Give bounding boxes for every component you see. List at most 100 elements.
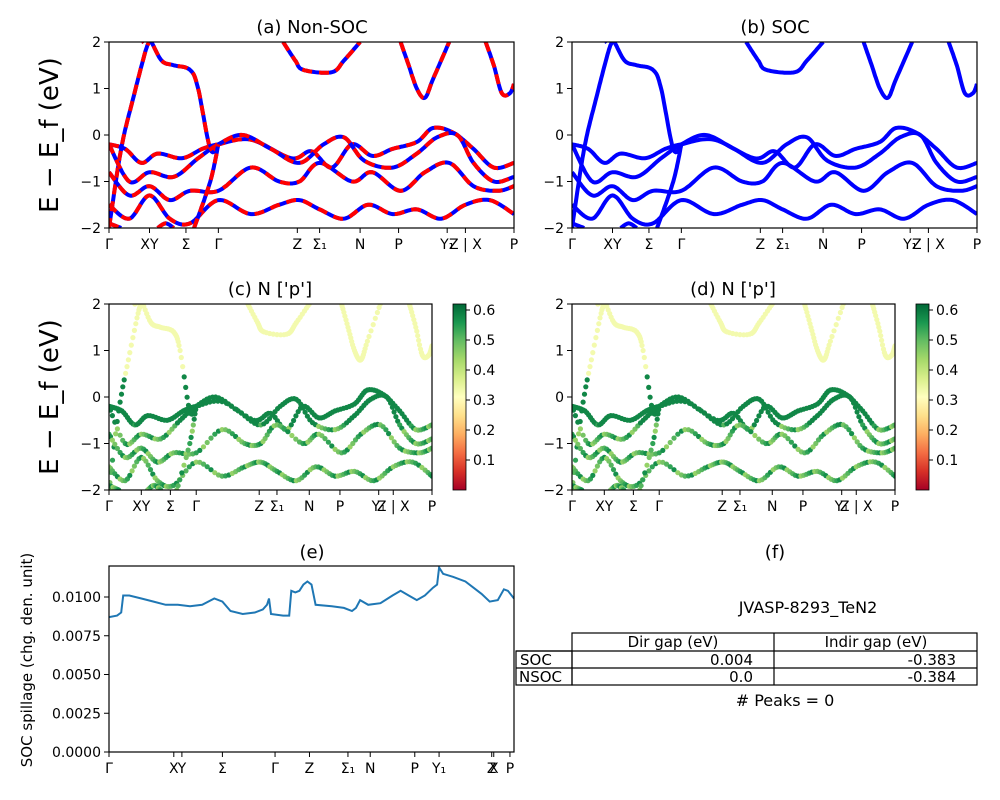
orbital-weight-point xyxy=(429,436,432,442)
g-c-xtick-label: P xyxy=(336,499,344,515)
orbital-weight-point xyxy=(145,462,151,468)
g-e-xtick-label: X xyxy=(489,761,499,777)
g-b-xtick-label: Γ xyxy=(568,237,576,253)
orbital-weight-point xyxy=(596,321,602,327)
nsoc-dir-gap: 0.0 xyxy=(729,668,753,686)
g-d-ytick-label: 1 xyxy=(555,344,564,360)
orbital-weight-point xyxy=(113,431,119,437)
g-d-ytick-label: −1 xyxy=(543,437,564,453)
g-b-xtick-label: Z | X xyxy=(912,237,945,253)
orbital-weight-point xyxy=(150,471,156,477)
g-b-xtick-label: Σ₁ xyxy=(775,237,789,253)
orbital-weight-point xyxy=(655,411,661,417)
orbital-weight-point xyxy=(588,357,595,363)
orbital-weight-point xyxy=(577,445,584,452)
orbital-weight-point xyxy=(114,426,120,432)
colorbar-c: 0.1 0.2 0.3 0.4 0.5 0.6 xyxy=(452,303,495,491)
g-b-ytick-label: 2 xyxy=(555,35,564,51)
orbital-weight-point xyxy=(364,338,370,344)
orbital-weight-point xyxy=(756,436,762,442)
orbital-weight-point xyxy=(177,477,183,483)
g-d-xtick-label: Z | X xyxy=(840,499,873,515)
g-e-ytick-label: 0.0000 xyxy=(52,745,101,761)
orbital-weight-point xyxy=(291,417,297,424)
orbital-weight-point xyxy=(388,400,394,406)
orbital-weight-point xyxy=(175,483,181,489)
band-ylabel-mid: E − E_f (eV) xyxy=(35,319,65,475)
orbital-weight-point xyxy=(368,328,374,334)
g-c-ytick-label: −2 xyxy=(80,483,101,499)
g-d-xtick-label: Y₁ xyxy=(834,499,849,515)
orbital-weight-point xyxy=(208,467,214,473)
orbital-weight-point xyxy=(644,374,650,380)
orbital-weight-point xyxy=(416,337,422,343)
g-d-xtick-label: N xyxy=(767,499,777,515)
orbital-weight-point xyxy=(383,427,389,433)
orbital-weight-point xyxy=(183,384,189,390)
g-b-xtick-label: XY xyxy=(603,237,622,253)
orbital-weight-point xyxy=(180,364,186,370)
soc-band-line xyxy=(572,193,977,227)
orbital-weight-point xyxy=(302,409,308,415)
nsoc-indir-gap: -0.384 xyxy=(908,668,956,686)
orbital-weight-point xyxy=(393,414,399,420)
g-c-xtick-label: N xyxy=(304,499,314,515)
orbital-weight-point xyxy=(124,364,130,370)
orbital-weight-point xyxy=(293,436,299,442)
orbital-weight-point xyxy=(200,461,207,467)
colorbar-tick-label: 0.5 xyxy=(936,333,958,349)
orbital-weight-point xyxy=(212,470,218,476)
orbital-weight-point xyxy=(193,403,199,409)
orbital-weight-point xyxy=(120,384,126,390)
orbital-weight-point xyxy=(892,473,895,479)
soc-band-line xyxy=(946,42,977,98)
orbital-weight-point xyxy=(587,364,593,370)
orbital-weight-point xyxy=(197,447,203,453)
orbital-weight-point xyxy=(204,464,210,470)
colorbar-d: 0.1 0.2 0.3 0.4 0.5 0.6 xyxy=(915,303,958,491)
orbital-weight-point xyxy=(322,436,328,442)
panel-a-title: (a) Non-SOC xyxy=(256,17,367,38)
orbital-weight-point xyxy=(117,399,123,405)
g-e-xtick-label: X xyxy=(169,761,179,777)
orbital-weight-point xyxy=(200,444,207,450)
orbital-weight-point xyxy=(761,401,767,407)
orbital-weight-point xyxy=(852,404,859,410)
orbital-weight-point xyxy=(575,419,581,425)
orbital-weight-point xyxy=(117,432,123,438)
colorbar-tick-label: 0.1 xyxy=(473,453,495,469)
panel-d-title: (d) N ['p'] xyxy=(690,279,776,300)
orbital-weight-point xyxy=(134,315,140,321)
orbital-weight-point xyxy=(833,322,839,328)
nonsoc-band-line xyxy=(109,131,514,185)
orbital-weight-point xyxy=(188,434,194,440)
g-e-xtick-label: N xyxy=(365,761,375,777)
orbital-weight-point xyxy=(112,419,118,425)
orbital-weight-point xyxy=(653,422,659,428)
orbital-weight-point xyxy=(372,315,378,321)
orbital-weight-point xyxy=(597,315,603,321)
panel-e-title: (e) xyxy=(299,542,324,563)
orbital-weight-point xyxy=(391,439,397,445)
orbital-weight-point xyxy=(178,354,184,361)
orbital-weight-point xyxy=(127,472,133,478)
orbital-weight-point xyxy=(130,335,136,341)
nonsoc-band-line xyxy=(192,143,221,228)
row-label-soc: SOC xyxy=(520,651,552,669)
soc-band-line xyxy=(572,42,615,228)
orbital-weight-point xyxy=(874,317,880,323)
g-d-xtick-label: Σ xyxy=(629,499,638,515)
orbital-weight-point xyxy=(601,298,606,303)
orbital-weight-point xyxy=(837,309,844,316)
orbital-weight-point xyxy=(572,407,577,413)
orbital-weight-point xyxy=(788,439,795,445)
orbital-weight-point xyxy=(646,454,652,461)
orbital-weight-point xyxy=(581,391,588,397)
orbital-weight-point xyxy=(596,304,602,306)
orbital-weight-point xyxy=(131,327,137,333)
orbital-weight-point xyxy=(114,445,120,452)
orbital-weight-point xyxy=(667,439,673,446)
